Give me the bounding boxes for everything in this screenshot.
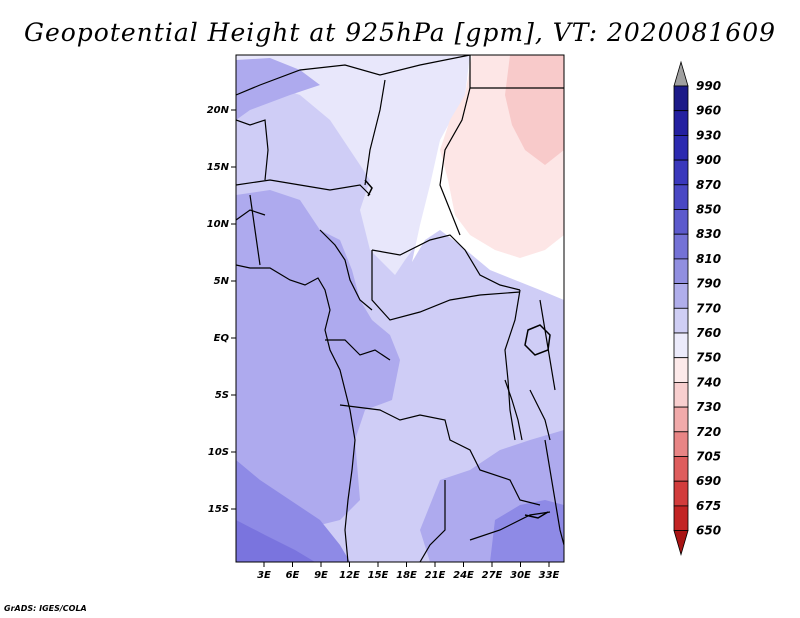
lon-label: 18E xyxy=(396,570,417,581)
lon-label: 24E xyxy=(453,570,474,581)
lake-chad xyxy=(364,179,373,197)
colorbar-label: 730 xyxy=(696,400,721,414)
lon-label: 6E xyxy=(286,570,300,581)
colorbar-label: 810 xyxy=(696,252,721,266)
colorbar-swatch xyxy=(673,307,689,334)
lon-label: 33E xyxy=(539,570,560,581)
border-niger-nigeria xyxy=(236,179,371,196)
colorbar-label: 705 xyxy=(696,450,721,464)
lake-tanganyika xyxy=(504,379,523,441)
fill-dark-lavender-se xyxy=(490,500,564,562)
colorbar-label: 830 xyxy=(696,227,721,241)
map-title: Geopotential Height at 925hPa [gpm], VT:… xyxy=(23,18,777,47)
colorbar-swatch xyxy=(673,357,689,383)
colorbar-label: 870 xyxy=(696,178,721,192)
fill-pink xyxy=(505,55,564,165)
colorbar-swatch xyxy=(673,134,689,161)
lat-label: 10N xyxy=(207,219,230,230)
lat-label: 10S xyxy=(208,447,229,458)
lat-label: EQ xyxy=(214,333,230,344)
colorbar-label: 760 xyxy=(696,326,721,340)
lake-victoria xyxy=(524,324,551,356)
colorbar-top-arrow xyxy=(673,60,689,87)
colorbar-label: 960 xyxy=(696,104,721,118)
map-frame xyxy=(235,54,565,563)
border-angola-zambia xyxy=(419,480,446,562)
colorbar-label: 740 xyxy=(696,375,721,389)
lat-label: 5S xyxy=(215,390,229,401)
colorbar-swatch xyxy=(673,480,689,507)
lat-label: 20N xyxy=(207,105,230,116)
longitude-axis: 3E 6E 9E 12E 15E 18E 21E 24E 27E 30E 33E xyxy=(257,562,560,581)
colorbar-label: 990 xyxy=(696,79,721,93)
colorbar-label: 790 xyxy=(696,277,721,291)
colorbar-swatch xyxy=(673,233,689,260)
colorbar-label: 900 xyxy=(696,153,721,167)
lon-label: 12E xyxy=(339,570,360,581)
colorbar-label: 650 xyxy=(696,524,721,538)
border-nigeria-cameroon xyxy=(319,229,373,311)
colorbar-label: 930 xyxy=(696,128,721,142)
border-sahara-west xyxy=(236,55,471,96)
border-drc-angola xyxy=(339,404,541,506)
lon-label: 30E xyxy=(510,570,531,581)
border-chad-niger xyxy=(364,79,386,186)
colorbar-swatch xyxy=(673,85,689,112)
colorbar-swatch xyxy=(673,381,689,408)
colorbar-swatch xyxy=(673,332,689,359)
border-tanzania xyxy=(529,389,551,441)
lakes xyxy=(364,179,551,519)
border-burkina xyxy=(236,209,266,221)
border-chad-sudan xyxy=(439,87,471,236)
lon-label: 15E xyxy=(368,570,389,581)
colorbar-label: 690 xyxy=(696,474,721,488)
contour-fill xyxy=(236,55,564,562)
border-gabon-congo xyxy=(325,339,391,361)
colorbar-label: 750 xyxy=(696,351,721,365)
border-mali-niger xyxy=(236,119,269,181)
colorbar-swatch xyxy=(673,456,689,482)
border-ghana-togo xyxy=(249,194,261,266)
colorbar-swatch xyxy=(673,258,689,284)
colorbar: 990 960 930 900 870 850 830 810 790 770 760 750 740 7… xyxy=(673,60,721,557)
colorbar-swatch xyxy=(673,110,689,136)
lake-malawi xyxy=(524,511,549,519)
lat-label: 15S xyxy=(208,504,229,515)
colorbar-swatch xyxy=(673,209,689,235)
colorbar-label: 770 xyxy=(696,301,721,315)
colorbar-swatch xyxy=(673,283,689,309)
country-borders xyxy=(236,55,564,562)
colorbar-swatch xyxy=(673,431,689,457)
border-chad-car xyxy=(371,234,521,291)
latitude-axis: 20N 15N 10N 5N EQ 5S 10S 15S xyxy=(207,105,236,515)
lon-label: 9E xyxy=(314,570,328,581)
lat-label: 5N xyxy=(214,276,230,287)
fill-pale-lavender xyxy=(236,55,470,275)
lon-label: 21E xyxy=(425,570,446,581)
fill-deep-purple xyxy=(236,520,315,562)
border-drc-east xyxy=(504,289,521,441)
lon-label: 3E xyxy=(257,570,271,581)
fill-mid-lavender xyxy=(236,190,400,530)
lat-label: 15N xyxy=(207,162,230,173)
colorbar-swatch xyxy=(673,184,689,210)
colorbar-swatch xyxy=(673,505,689,531)
colorbar-label: 850 xyxy=(696,203,721,217)
colorbar-swatch xyxy=(673,159,689,186)
border-car-congo xyxy=(371,250,521,321)
border-mozambique xyxy=(544,439,564,546)
colorbar-label: 720 xyxy=(696,425,721,439)
colorbar-label: 675 xyxy=(696,499,721,513)
colorbar-swatch xyxy=(673,406,689,433)
colorbar-bottom-arrow xyxy=(673,530,689,557)
border-uganda-kenya xyxy=(539,299,556,391)
credit-label: GrADS: IGES/COLA xyxy=(4,604,87,613)
lon-label: 27E xyxy=(482,570,503,581)
border-zambia-zimbabwe xyxy=(469,511,551,541)
fill-mid-lavender-nw xyxy=(236,58,320,120)
